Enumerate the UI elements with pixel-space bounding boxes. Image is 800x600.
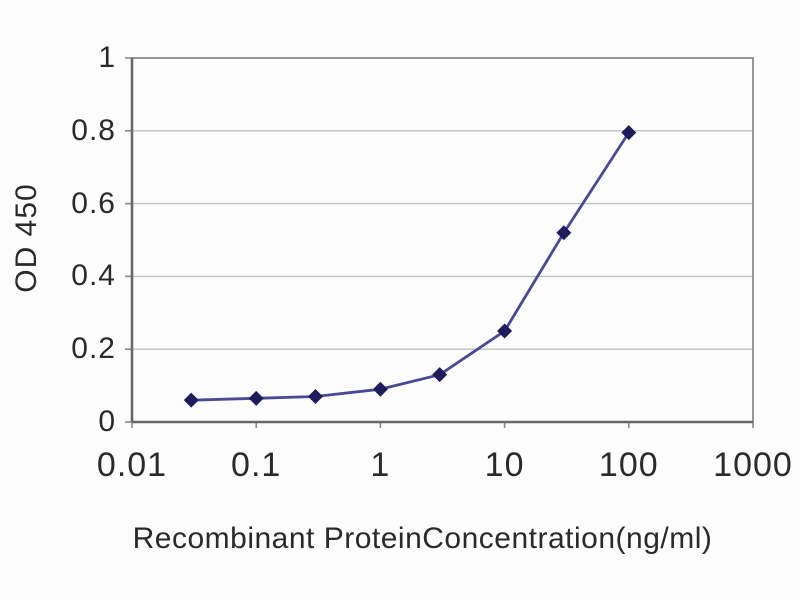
x-tick-label: 0.01 <box>96 446 168 484</box>
data-point-marker <box>183 392 199 408</box>
y-tick-label: 0.2 <box>71 332 116 366</box>
data-point-marker <box>372 381 388 397</box>
data-point-marker <box>497 323 513 339</box>
y-tick-label: 0 <box>98 405 116 438</box>
y-tick-label: 0.8 <box>71 113 116 147</box>
y-tick-label: 1 <box>98 41 116 74</box>
data-point-marker <box>432 367 448 383</box>
data-point-marker <box>621 125 637 141</box>
data-point-marker <box>307 389 323 405</box>
y-tick-label: 0.4 <box>71 259 116 293</box>
x-axis-title: Recombinant ProteinConcentration(ng/ml) <box>132 522 713 555</box>
data-point-marker <box>556 225 572 241</box>
x-tick-label: 100 <box>598 446 659 484</box>
series-line <box>191 131 630 402</box>
x-tick-label: 10 <box>484 446 525 484</box>
plot-border <box>131 57 754 423</box>
y-tick-label: 0.6 <box>71 186 116 220</box>
x-tick-label: 0.1 <box>231 446 282 484</box>
x-tick-label: 1000 <box>713 446 793 484</box>
x-tick-label: 1 <box>370 446 391 484</box>
data-point-marker <box>248 390 264 406</box>
plot-area <box>125 57 754 428</box>
